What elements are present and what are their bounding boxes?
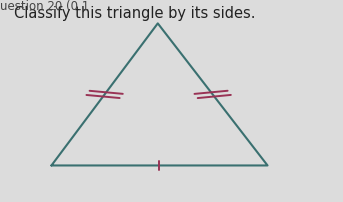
Text: Classify this triangle by its sides.: Classify this triangle by its sides. bbox=[14, 6, 255, 21]
Text: uestion 20 (0.1: uestion 20 (0.1 bbox=[0, 0, 89, 13]
